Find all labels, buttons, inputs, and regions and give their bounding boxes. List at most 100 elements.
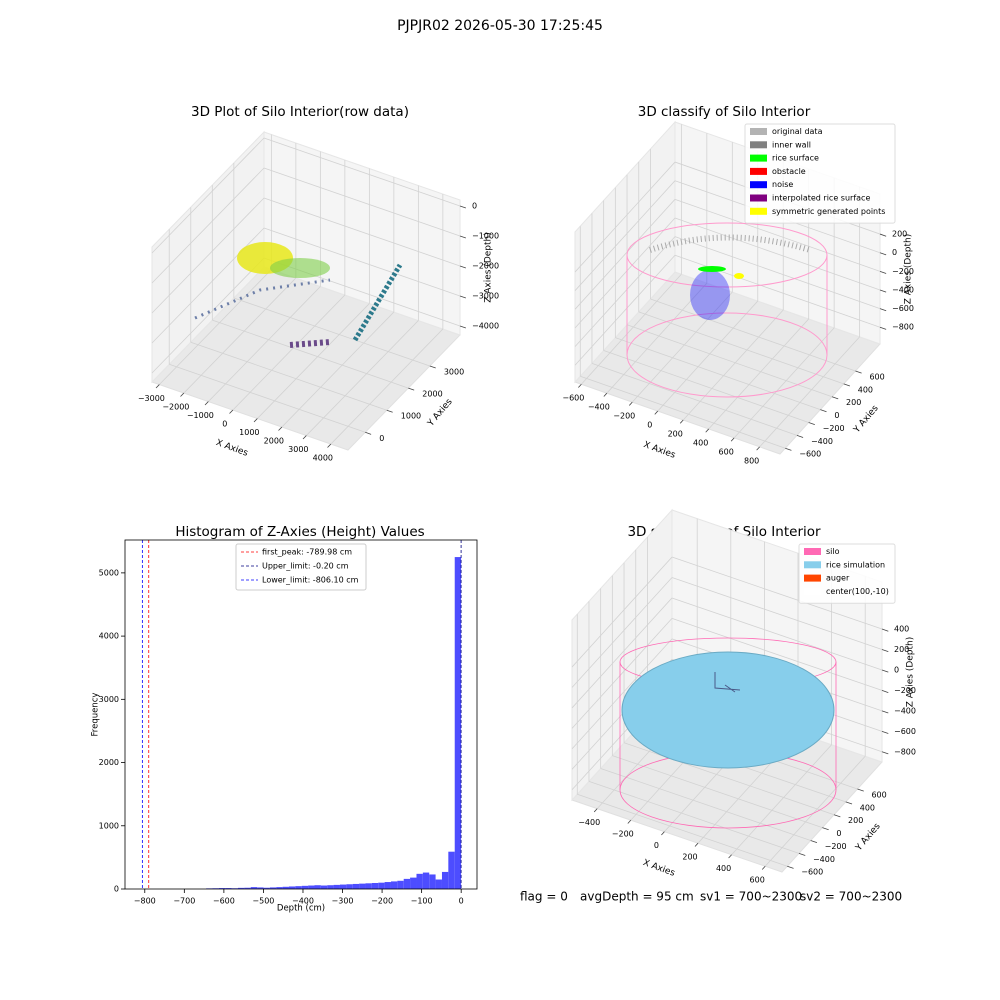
legend-swatch: [750, 167, 767, 175]
tick-mark: [881, 669, 889, 673]
bar: [448, 851, 455, 889]
y-tick-label: −600: [799, 450, 821, 459]
z-axis-label: Z Axies (Depth): [484, 232, 494, 303]
bar: [327, 885, 334, 889]
x-tick-label: 200: [682, 853, 697, 862]
bar: [422, 872, 430, 889]
legend-label: interpolated rice surface: [772, 194, 870, 203]
footer-text: avgDepth = 95 cm: [580, 890, 694, 904]
pane-back: [263, 131, 461, 336]
x-tick-label: −600: [562, 394, 584, 403]
tick-mark: [253, 418, 258, 423]
z-tick-label: −1000: [472, 232, 499, 241]
tick-mark: [578, 383, 582, 388]
grid-line: [151, 257, 265, 374]
bar: [390, 881, 398, 889]
bar: [263, 887, 270, 889]
grid-line: [190, 341, 387, 411]
x-tick-label: −400: [588, 403, 610, 412]
grid-line: [183, 277, 297, 394]
y-tick-label: 200: [846, 398, 861, 407]
grid-line: [281, 311, 395, 428]
x-tick-label: −100: [411, 897, 433, 906]
grid-line: [574, 161, 676, 273]
y-tick-label: 0: [379, 434, 384, 443]
grid-line: [571, 638, 673, 750]
tick-mark: [845, 801, 853, 805]
tick-mark: [879, 308, 887, 312]
tick-mark: [881, 730, 889, 734]
tick-mark: [857, 788, 864, 792]
z-tick-label: 0: [894, 665, 899, 674]
bar: [371, 882, 379, 889]
x-tick-label: −200: [371, 897, 393, 906]
tick-mark: [654, 410, 659, 415]
tick-mark: [661, 831, 665, 836]
grid-line: [612, 755, 823, 828]
tick-mark: [278, 426, 283, 431]
tick-mark: [155, 384, 160, 389]
bar: [237, 887, 245, 889]
tick-mark: [881, 751, 889, 755]
y-tick-label: 600: [871, 791, 886, 800]
y-tick-label: 4000: [99, 632, 119, 641]
footer-text: flag = 0: [520, 890, 568, 904]
tick-mark: [833, 814, 841, 818]
legend-label: silo: [826, 547, 840, 556]
legend-swatch: [750, 207, 767, 215]
grid-line: [263, 227, 461, 297]
legend-swatch: [804, 561, 821, 569]
tick-mark: [761, 865, 766, 870]
y-axis-label: Frequency: [91, 693, 101, 737]
tick-mark: [327, 443, 332, 448]
y-tick-label: −600: [801, 868, 823, 877]
bar: [454, 557, 462, 889]
tick-mark: [694, 842, 699, 847]
grid-line: [638, 311, 844, 385]
x-tick-label: −400: [578, 818, 600, 827]
axes-frame: [124, 539, 478, 890]
grid-line: [674, 198, 881, 272]
tick-mark: [879, 252, 887, 256]
z-tick-label: −2000: [472, 262, 499, 271]
decoration: [714, 672, 741, 693]
grid-line: [330, 328, 444, 445]
tick-mark: [408, 387, 415, 391]
legend-label: noise: [772, 180, 793, 189]
bar: [295, 886, 302, 889]
x-tick-label: −400: [292, 897, 314, 906]
bar: [288, 886, 296, 889]
x-tick-label: −600: [213, 897, 235, 906]
grid-line: [615, 337, 821, 410]
bar: [269, 887, 277, 889]
plot-title: 3D Plot of Silo Interior(row data): [191, 104, 409, 120]
tick-mark: [302, 435, 307, 440]
tick-mark: [798, 852, 806, 856]
y-tick-label: 2000: [422, 390, 442, 399]
footer-text: sv1 = 700~2300: [700, 890, 802, 904]
decoration: [698, 266, 726, 272]
decoration: [690, 270, 730, 320]
z-tick-label: −600: [892, 304, 914, 313]
z-tick-label: −400: [892, 285, 914, 294]
legend-box: [798, 543, 896, 604]
tick-mark: [820, 409, 827, 413]
x-tick-label: 0: [222, 420, 227, 429]
decoration: [289, 339, 331, 348]
bar: [365, 883, 372, 889]
tick-mark: [629, 401, 633, 406]
z-tick-label: −3000: [472, 292, 499, 301]
z-tick-label: −600: [894, 727, 916, 736]
y-tick-label: 400: [860, 803, 875, 812]
grid-line: [606, 282, 708, 394]
tick-mark: [810, 840, 818, 844]
z-axis-label: Z Axies (Depth): [904, 234, 914, 305]
z-tick-label: 200: [892, 230, 907, 239]
y-tick-label: 0: [834, 411, 839, 420]
bar: [339, 884, 347, 889]
y-tick-label: 1000: [99, 821, 119, 830]
grid-line: [671, 556, 883, 630]
grid-line: [263, 197, 461, 267]
bar: [225, 888, 232, 889]
bar: [410, 877, 417, 889]
